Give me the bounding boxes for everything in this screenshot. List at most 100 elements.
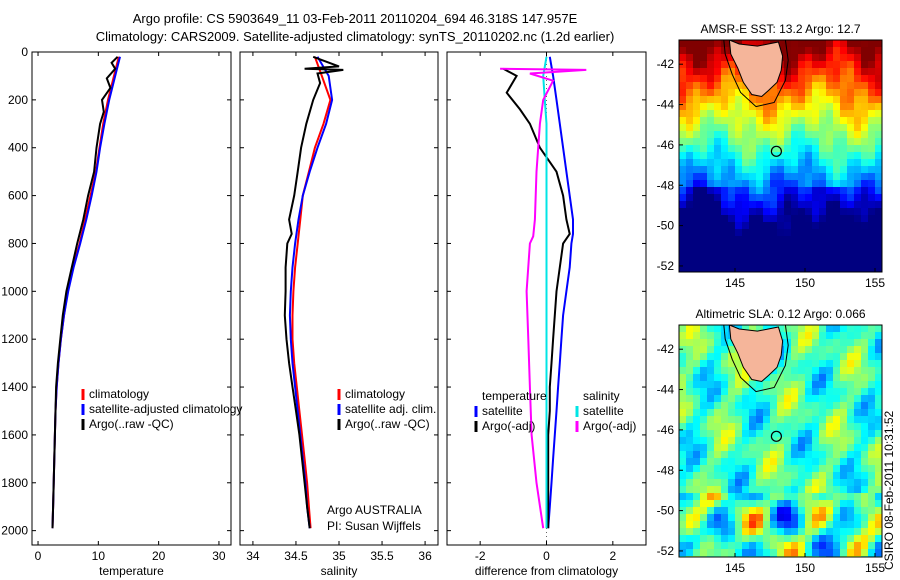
map-cell xyxy=(735,201,742,208)
map-cell xyxy=(812,437,819,444)
map-cell xyxy=(833,61,840,68)
map-cell xyxy=(735,353,742,360)
map-cell xyxy=(805,110,812,117)
map-cell xyxy=(791,458,798,465)
map-cell xyxy=(693,75,700,82)
map-cell xyxy=(749,159,756,166)
map-cell xyxy=(868,388,875,395)
map-cell xyxy=(812,166,819,173)
map-cell xyxy=(700,257,707,264)
map-cell xyxy=(784,325,791,332)
map-cell xyxy=(861,381,868,388)
map-cell xyxy=(735,486,742,493)
map-cell xyxy=(833,367,840,374)
map-cell xyxy=(721,486,728,493)
map-cell xyxy=(763,535,770,542)
map-cell xyxy=(714,423,721,430)
map-cell xyxy=(791,68,798,75)
map-cell xyxy=(791,444,798,451)
map-cell xyxy=(707,215,714,222)
map-cell xyxy=(728,194,735,201)
map-cell xyxy=(763,159,770,166)
map-cell xyxy=(770,472,777,479)
map-cell xyxy=(686,423,693,430)
map-cell xyxy=(805,89,812,96)
map-cell xyxy=(875,395,882,402)
map-cell xyxy=(756,381,763,388)
map-cell xyxy=(840,416,847,423)
map-cell xyxy=(756,236,763,243)
map-cell xyxy=(798,416,805,423)
map-cell xyxy=(777,96,784,103)
map-cell xyxy=(819,535,826,542)
map-cell xyxy=(819,409,826,416)
map-cell xyxy=(791,367,798,374)
map-cell xyxy=(679,437,686,444)
map-cell xyxy=(728,528,735,535)
map-cell xyxy=(728,236,735,243)
map-cell xyxy=(861,514,868,521)
map-cell xyxy=(749,402,756,409)
map-cell xyxy=(721,68,728,75)
map-cell xyxy=(875,75,882,82)
map-cell xyxy=(714,222,721,229)
map-cell xyxy=(728,215,735,222)
map-cell xyxy=(721,131,728,138)
map-cell xyxy=(819,194,826,201)
map-cell xyxy=(777,360,784,367)
map-cell xyxy=(784,110,791,117)
map-cell xyxy=(784,103,791,110)
map-cell xyxy=(791,61,798,68)
map-cell xyxy=(770,493,777,500)
map-cell xyxy=(812,215,819,222)
map-cell xyxy=(679,325,686,332)
map-cell xyxy=(693,458,700,465)
map-cell xyxy=(693,61,700,68)
map-cell xyxy=(868,542,875,549)
map-cell xyxy=(742,409,749,416)
map-cell xyxy=(777,124,784,131)
map-cell xyxy=(798,54,805,61)
map-cell xyxy=(854,152,861,159)
map-cell xyxy=(847,395,854,402)
map-cell xyxy=(679,500,686,507)
map-cell xyxy=(805,325,812,332)
map-cell xyxy=(819,332,826,339)
map-cell xyxy=(861,152,868,159)
map-cell xyxy=(756,138,763,145)
map-cell xyxy=(875,542,882,549)
map-cell xyxy=(735,528,742,535)
map-cell xyxy=(826,486,833,493)
map-cell xyxy=(840,152,847,159)
map-cell xyxy=(798,250,805,257)
map-cell xyxy=(833,173,840,180)
map-cell xyxy=(812,542,819,549)
map-cell xyxy=(805,61,812,68)
map-cell xyxy=(805,40,812,47)
map-cell xyxy=(749,325,756,332)
map-cell xyxy=(735,264,742,271)
map-cell xyxy=(700,82,707,89)
map-cell xyxy=(854,89,861,96)
map-cell xyxy=(826,451,833,458)
map-cell xyxy=(693,138,700,145)
map-cell xyxy=(679,68,686,75)
map-cell xyxy=(805,514,812,521)
map-cell xyxy=(714,75,721,82)
map-cell xyxy=(840,110,847,117)
map-cell xyxy=(784,117,791,124)
map-cell xyxy=(707,131,714,138)
map-cell xyxy=(735,117,742,124)
map-cell xyxy=(798,528,805,535)
map-cell xyxy=(707,61,714,68)
map-cell xyxy=(826,54,833,61)
map-cell xyxy=(714,187,721,194)
map-cell xyxy=(812,180,819,187)
map-cell xyxy=(798,465,805,472)
map-cell xyxy=(707,507,714,514)
map-cell xyxy=(686,507,693,514)
annotation-text: PI: Susan Wijffels xyxy=(327,519,421,533)
map-cell xyxy=(728,110,735,117)
map-cell xyxy=(784,194,791,201)
map-cell xyxy=(791,82,798,89)
